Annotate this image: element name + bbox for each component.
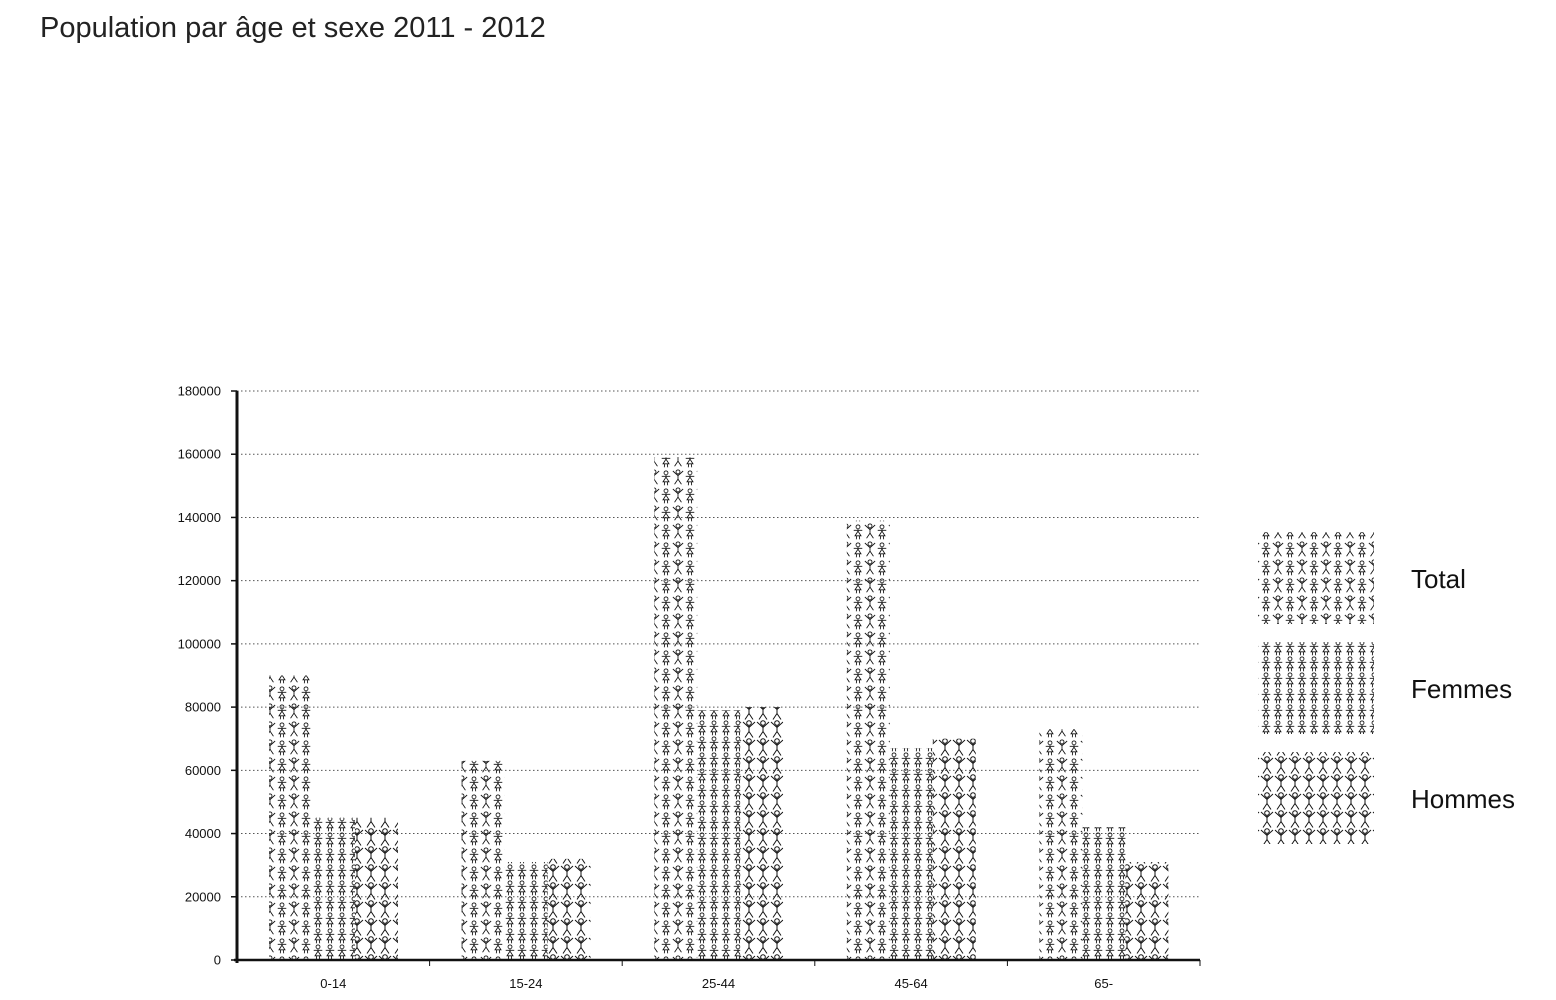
y-tick-label: 20000 xyxy=(185,889,221,904)
legend-swatch-femmes xyxy=(1258,642,1374,734)
legend-label-total: Total xyxy=(1411,564,1466,594)
y-tick-label: 100000 xyxy=(178,636,221,651)
y-tick-label: 0 xyxy=(214,953,221,968)
bar-total-25-44 xyxy=(654,457,698,960)
y-tick-label: 40000 xyxy=(185,826,221,841)
y-tick-label: 60000 xyxy=(185,763,221,778)
legend: Total Femmes Hommes xyxy=(1258,532,1515,844)
y-tick-label: 80000 xyxy=(185,700,221,715)
bar-hommes-0-14 xyxy=(355,817,398,960)
y-tick-label: 120000 xyxy=(178,573,221,588)
legend-label-femmes: Femmes xyxy=(1411,674,1512,704)
y-tick-label: 160000 xyxy=(178,447,221,462)
bar-femmes-0-14 xyxy=(312,817,355,960)
x-tick-label: 15-24 xyxy=(509,976,542,991)
bars-layer xyxy=(269,457,1169,960)
legend-swatch-hommes xyxy=(1258,752,1374,844)
chart-title: Population par âge et sexe 2011 - 2012 xyxy=(40,12,546,44)
bar-hommes-65- xyxy=(1125,862,1169,960)
y-tick-label: 180000 xyxy=(178,384,221,399)
x-tick-label: 0-14 xyxy=(320,976,346,991)
bar-total-15-24 xyxy=(461,760,505,960)
bar-femmes-15-24 xyxy=(504,862,548,960)
bar-total-0-14 xyxy=(269,675,312,960)
bar-hommes-25-44 xyxy=(740,707,784,960)
x-tick-label: 45-64 xyxy=(894,976,927,991)
bar-total-65- xyxy=(1039,729,1083,960)
legend-label-hommes: Hommes xyxy=(1411,784,1515,814)
bar-total-45-64 xyxy=(846,520,890,960)
bar-femmes-45-64 xyxy=(889,748,933,960)
axes-layer: 0 20000 40000 60000 80000 100000 120000 140000 1… xyxy=(178,384,1201,991)
y-tick-label: 140000 xyxy=(178,510,221,525)
bar-femmes-25-44 xyxy=(697,710,741,960)
bar-hommes-45-64 xyxy=(932,738,976,960)
bar-hommes-15-24 xyxy=(547,858,591,960)
x-tick-label: 25-44 xyxy=(702,976,735,991)
legend-swatch-total xyxy=(1258,532,1374,624)
x-tick-label: 65- xyxy=(1094,976,1113,991)
bar-femmes-65- xyxy=(1082,827,1126,960)
